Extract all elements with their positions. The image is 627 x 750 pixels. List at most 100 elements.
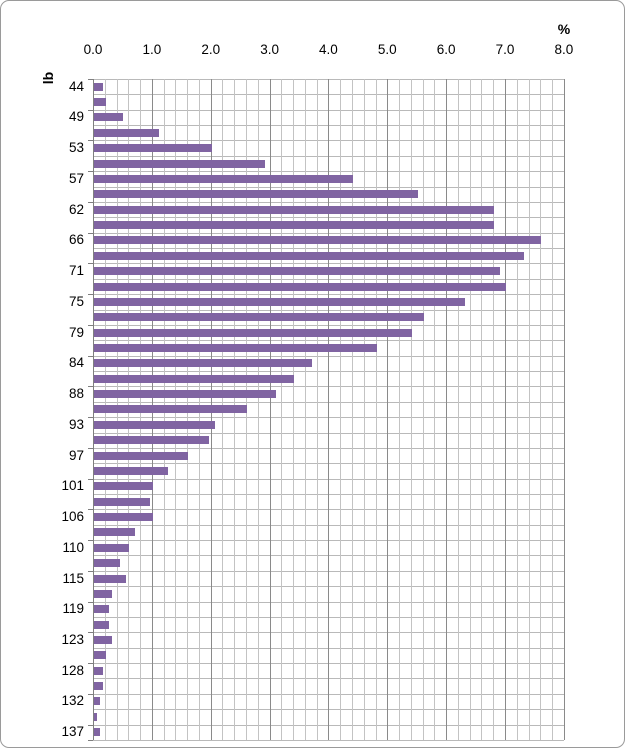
v-gridline-major <box>563 79 565 740</box>
y-tick-label: 110 <box>62 539 84 555</box>
bar <box>94 313 424 322</box>
x-axis-title: % <box>557 21 571 37</box>
x-tick-label: 0.0 <box>83 42 103 57</box>
y-axis-tick <box>88 355 93 357</box>
bar <box>94 482 153 491</box>
y-axis-tick <box>88 509 93 511</box>
bar <box>94 359 312 368</box>
bar <box>94 589 112 598</box>
y-axis-tick <box>88 79 93 80</box>
v-gridline-major <box>505 79 507 740</box>
bar <box>94 605 109 614</box>
bar <box>94 98 106 107</box>
y-tick-label: 93 <box>68 416 84 432</box>
x-tick-label: 1.0 <box>142 42 162 57</box>
bar <box>94 343 377 352</box>
v-gridline-minor <box>493 79 495 740</box>
y-axis-tick <box>88 417 93 419</box>
y-axis-tick <box>88 201 93 203</box>
y-tick-label: 44 <box>68 78 84 94</box>
x-tick-label: 7.0 <box>495 42 515 57</box>
bar <box>94 436 209 445</box>
y-tick-label: 84 <box>68 355 84 371</box>
bar <box>94 666 103 675</box>
v-gridline-minor <box>469 79 471 740</box>
v-gridline-minor <box>363 79 365 740</box>
v-gridline-major <box>328 79 330 740</box>
y-tick-label: 101 <box>61 478 84 494</box>
v-gridline-minor <box>316 79 318 740</box>
v-gridline-minor <box>399 79 401 740</box>
bar <box>94 497 150 506</box>
bar <box>94 374 295 383</box>
v-gridline-minor <box>457 79 459 740</box>
bar <box>94 420 215 429</box>
y-tick-label: 79 <box>68 324 84 340</box>
bar <box>94 390 277 399</box>
x-tick-label: 5.0 <box>377 42 397 57</box>
v-gridline-minor <box>552 79 554 740</box>
v-gridline-minor <box>257 79 259 740</box>
bar <box>94 251 524 260</box>
y-axis-tick <box>88 632 93 634</box>
y-axis-tick <box>88 663 93 665</box>
x-tick-label: 2.0 <box>201 42 221 57</box>
bar <box>94 405 248 414</box>
bar <box>94 728 100 737</box>
y-tick-label: 49 <box>68 109 84 125</box>
y-axis-tick <box>88 386 93 388</box>
bar <box>94 528 136 537</box>
plot-area <box>93 79 565 741</box>
v-gridline-minor <box>434 79 436 740</box>
y-axis-tick <box>88 140 93 142</box>
bar <box>94 574 127 583</box>
y-tick-label: 106 <box>61 509 84 525</box>
x-tick-label: 4.0 <box>319 42 338 57</box>
y-axis-tick <box>88 324 93 326</box>
v-gridline-minor <box>375 79 377 740</box>
v-gridline-minor <box>481 79 483 740</box>
y-tick-label: 57 <box>68 170 84 186</box>
y-axis-tick <box>88 171 93 173</box>
bar <box>94 559 121 568</box>
y-axis-tick <box>88 739 93 741</box>
y-tick-label: 128 <box>61 662 84 678</box>
y-axis-tick <box>88 601 93 603</box>
bar <box>94 328 412 337</box>
bar <box>94 682 103 691</box>
bar <box>94 451 189 460</box>
bar <box>94 712 97 721</box>
y-axis-line <box>93 79 94 740</box>
y-axis-tick <box>88 447 93 449</box>
y-tick-label: 137 <box>61 724 84 740</box>
bar <box>94 297 465 306</box>
v-gridline-minor <box>281 79 283 740</box>
y-axis-tick <box>88 724 93 726</box>
y-axis-tick <box>88 232 93 234</box>
v-gridline-minor <box>516 79 518 740</box>
y-tick-label: 53 <box>68 140 84 156</box>
bar <box>94 267 501 276</box>
v-gridline-major <box>387 79 389 740</box>
v-gridline-minor <box>293 79 295 740</box>
y-tick-label: 88 <box>68 386 84 402</box>
y-tick-label: 123 <box>61 632 84 647</box>
y-axis-tick <box>88 263 93 265</box>
bar <box>94 513 153 522</box>
bar <box>94 159 265 168</box>
v-gridline-minor <box>528 79 530 740</box>
y-axis-tick <box>88 540 93 542</box>
v-gridline-minor <box>340 79 342 740</box>
y-tick-label: 71 <box>68 263 84 279</box>
bar <box>94 697 100 706</box>
y-axis-tick <box>88 109 93 111</box>
bar <box>94 144 212 153</box>
bar <box>94 543 130 552</box>
v-gridline-minor <box>304 79 306 740</box>
y-tick-label: 66 <box>68 232 84 248</box>
bar <box>94 174 353 183</box>
v-gridline-minor <box>422 79 424 740</box>
bar <box>94 113 124 122</box>
x-tick-label: 6.0 <box>436 42 456 57</box>
y-axis-tick <box>88 294 93 296</box>
